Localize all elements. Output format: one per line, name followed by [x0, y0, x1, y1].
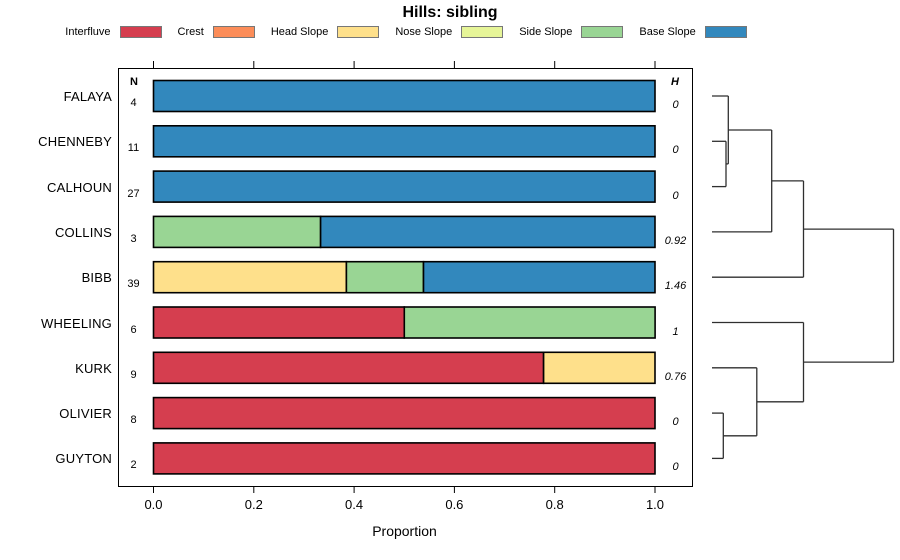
- legend-swatch: [704, 26, 747, 38]
- bar-segment-base-slope: [422, 260, 656, 294]
- legend-item-nose-slope: Nose Slope: [395, 26, 504, 38]
- legend-label: Head Slope: [270, 26, 329, 38]
- bar-segment-base-slope: [152, 79, 656, 113]
- legend-item-side-slope: Side Slope: [519, 26, 624, 38]
- chart-title: Hills: sibling: [402, 4, 498, 21]
- legend-item-interfluve: Interfluve: [65, 26, 162, 38]
- legend-label: Nose Slope: [395, 26, 453, 38]
- legend-swatch: [212, 26, 255, 38]
- legend-item-head-slope: Head Slope: [271, 26, 380, 38]
- n-column-header: N: [130, 76, 138, 88]
- legend-label: Base Slope: [639, 26, 696, 38]
- bar-segment-interfluve: [152, 306, 406, 339]
- legend-item-crest: Crest: [178, 26, 255, 38]
- bar-segment-base-slope: [152, 125, 656, 158]
- bar-segment-base-slope: [152, 170, 656, 203]
- bar-segment-interfluve: [152, 442, 656, 475]
- bar-segment-interfluve: [152, 351, 545, 385]
- bar-segment-interfluve: [152, 396, 656, 430]
- legend-swatch: [119, 26, 162, 38]
- legend-swatch: [581, 26, 624, 38]
- legend-label: Crest: [177, 26, 204, 38]
- legend-label: Interfluve: [65, 26, 111, 38]
- bar-segment-side-slope: [152, 215, 322, 249]
- legend-swatch: [337, 26, 380, 38]
- legend-swatch: [461, 26, 504, 38]
- h-column-header: H: [671, 76, 679, 88]
- legend-label: Side Slope: [519, 26, 573, 38]
- legend: Interfluve Crest Head Slope Nose Slope Side …: [0, 24, 812, 40]
- x-axis-title: Proportion: [372, 523, 437, 539]
- legend-item-base-slope: Base Slope: [639, 26, 747, 38]
- bar-segment-side-slope: [403, 306, 656, 339]
- bar-segment-head-slope: [152, 260, 348, 294]
- bar-segment-head-slope: [542, 351, 656, 385]
- bar-segment-side-slope: [345, 260, 425, 294]
- bar-segment-base-slope: [319, 215, 656, 249]
